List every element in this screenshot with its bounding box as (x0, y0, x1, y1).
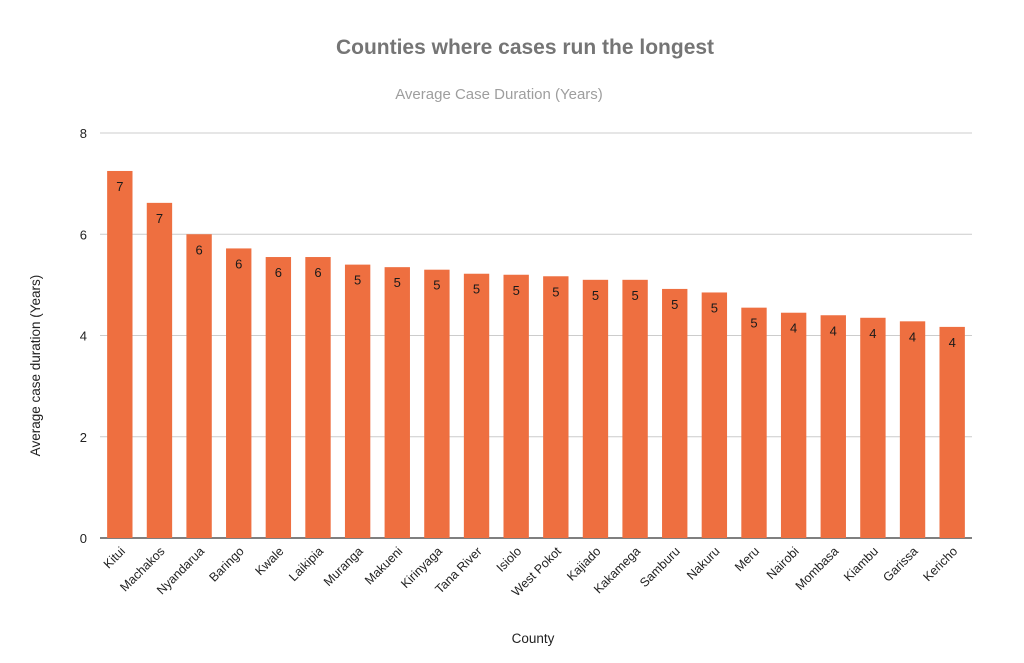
data-label: 5 (513, 283, 520, 298)
data-label: 5 (592, 288, 599, 303)
data-label: 6 (314, 265, 321, 280)
data-label: 5 (711, 300, 718, 315)
data-label: 4 (869, 326, 876, 341)
bar (622, 279, 648, 538)
bar (701, 292, 728, 538)
bar (820, 315, 846, 538)
bar (265, 257, 292, 538)
bar (186, 234, 212, 538)
x-tick-label: Isiolo (494, 544, 525, 575)
data-label: 7 (156, 211, 163, 226)
data-label: 6 (275, 265, 282, 280)
x-axis-title: County (512, 631, 555, 646)
chart-subtitle: Average Case Duration (Years) (395, 86, 603, 103)
data-label: 7 (116, 179, 123, 194)
bar (662, 288, 688, 538)
x-tick-label: Baringo (206, 544, 246, 584)
bar (543, 276, 569, 538)
x-tick-label: Nairobi (764, 544, 802, 582)
chart-title: Counties where cases run the longest (335, 36, 715, 59)
bar (226, 248, 252, 539)
data-label: 6 (195, 242, 202, 257)
y-tick-label: 0 (80, 531, 87, 546)
x-tick-label: Kwale (253, 544, 287, 578)
x-tick-label: Kiambu (841, 544, 881, 584)
data-label: 6 (235, 256, 242, 271)
y-tick-label: 4 (80, 329, 87, 344)
bar (503, 274, 529, 538)
x-tick-label: Kajiado (564, 544, 603, 583)
x-tick-label: Mombasa (793, 544, 842, 593)
y-tick-label: 6 (80, 227, 87, 242)
bar (424, 269, 450, 538)
data-label: 4 (830, 323, 837, 338)
bar (384, 267, 410, 538)
y-tick-label: 2 (80, 430, 87, 445)
bar (463, 273, 490, 538)
bar (899, 321, 926, 538)
data-label: 5 (750, 316, 757, 331)
data-label: 5 (433, 278, 440, 293)
x-tick-label: Meru (732, 544, 762, 574)
data-label: 5 (473, 282, 480, 297)
x-tick-label: Kericho (920, 544, 960, 584)
data-label: 5 (671, 297, 678, 312)
x-tick-label: Muranga (321, 544, 366, 589)
x-tick-label: Garissa (880, 544, 920, 584)
data-label: 4 (949, 335, 956, 350)
bar (860, 317, 886, 538)
bar (344, 264, 371, 538)
data-label: 5 (354, 273, 361, 288)
data-label: 5 (552, 284, 559, 299)
x-tick-label: Nakuru (684, 544, 722, 582)
x-tick-label: Kitui (101, 544, 128, 571)
bar (146, 202, 173, 539)
bar (582, 279, 609, 538)
data-label: 4 (909, 329, 916, 344)
bar (939, 326, 965, 538)
bar (741, 307, 767, 538)
data-label: 5 (394, 275, 401, 290)
bar (780, 312, 807, 538)
bar (305, 257, 331, 538)
x-tick-label: Laikipia (286, 544, 326, 584)
bar (107, 170, 133, 538)
x-tick-label: Samburu (637, 544, 683, 590)
data-label: 4 (790, 321, 797, 336)
data-label: 5 (631, 288, 638, 303)
y-tick-label: 8 (80, 126, 87, 141)
y-axis-title: Average case duration (Years) (28, 275, 43, 457)
